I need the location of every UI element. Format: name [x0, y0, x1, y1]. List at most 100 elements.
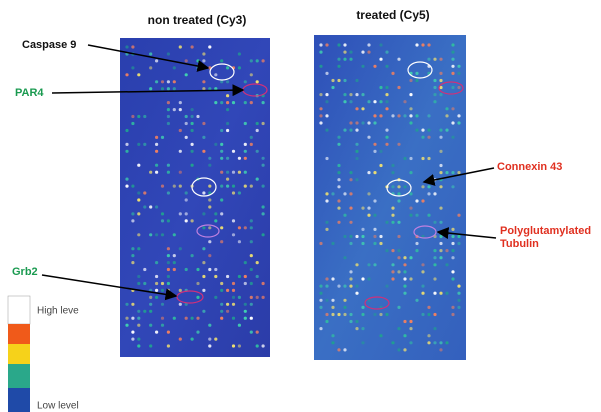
spot — [349, 178, 352, 181]
spot — [202, 226, 205, 229]
spot — [361, 277, 364, 280]
spot — [137, 198, 140, 201]
spot — [445, 114, 448, 117]
spot — [250, 226, 253, 229]
spot — [244, 282, 247, 285]
spot — [451, 256, 454, 259]
spot — [451, 228, 454, 231]
spot — [202, 212, 205, 215]
spot — [355, 285, 358, 288]
spot — [385, 107, 388, 110]
spot — [319, 93, 322, 96]
spot — [427, 58, 430, 61]
spot — [262, 59, 265, 62]
spot — [149, 66, 152, 69]
spot — [238, 157, 241, 160]
spot — [319, 299, 322, 302]
spot — [226, 310, 229, 313]
spot — [415, 242, 418, 245]
spot — [403, 348, 406, 351]
spot — [427, 334, 430, 337]
spot — [439, 72, 442, 75]
spot — [220, 185, 223, 188]
spot — [220, 226, 223, 229]
spot — [226, 178, 229, 181]
spot — [214, 219, 217, 222]
spot — [191, 115, 194, 118]
spot — [131, 122, 134, 125]
spot — [373, 65, 376, 68]
spot — [439, 249, 442, 252]
spot — [343, 214, 346, 217]
spot — [415, 299, 418, 302]
spot — [403, 292, 406, 295]
spot — [385, 93, 388, 96]
spot — [191, 338, 194, 341]
spot — [325, 228, 328, 231]
spot — [244, 157, 247, 160]
spot — [167, 164, 170, 167]
spot — [415, 43, 418, 46]
spot — [250, 296, 253, 299]
spot — [161, 317, 164, 320]
spot — [214, 268, 217, 271]
legend-label: Low level — [37, 401, 79, 412]
spot — [343, 348, 346, 351]
spot — [355, 327, 358, 330]
spot — [379, 58, 382, 61]
label: Connexin 43 — [497, 161, 562, 173]
spot — [319, 65, 322, 68]
spot — [373, 228, 376, 231]
spot — [397, 192, 400, 195]
spot — [457, 285, 460, 288]
spot — [397, 199, 400, 202]
spot — [445, 171, 448, 174]
spot — [367, 214, 370, 217]
spot — [343, 299, 346, 302]
spot — [409, 171, 412, 174]
spot — [185, 198, 188, 201]
spot — [262, 157, 265, 160]
spot — [457, 235, 460, 238]
spot — [361, 107, 364, 110]
spot — [451, 313, 454, 316]
spot — [385, 100, 388, 103]
spot — [185, 59, 188, 62]
spot — [421, 43, 424, 46]
spot — [349, 58, 352, 61]
spot — [202, 136, 205, 139]
spot — [244, 261, 247, 264]
spot — [232, 344, 235, 347]
label: Tubulin — [500, 238, 539, 250]
spot — [232, 191, 235, 194]
spot — [403, 285, 406, 288]
spot — [262, 185, 265, 188]
spot — [155, 261, 158, 264]
spot — [439, 256, 442, 259]
spot — [427, 136, 430, 139]
spot — [238, 324, 241, 327]
spot — [451, 277, 454, 280]
spot — [379, 150, 382, 153]
spot — [367, 136, 370, 139]
spot — [167, 275, 170, 278]
spot — [167, 122, 170, 125]
spot — [349, 207, 352, 210]
spot — [325, 43, 328, 46]
spot — [451, 306, 454, 309]
spot — [256, 344, 259, 347]
spot — [179, 185, 182, 188]
spot — [337, 185, 340, 188]
spot — [238, 240, 241, 243]
spot — [220, 282, 223, 285]
spot — [379, 43, 382, 46]
spot — [391, 270, 394, 273]
spot — [208, 157, 211, 160]
spot — [161, 185, 164, 188]
spot — [325, 299, 328, 302]
spot — [397, 256, 400, 259]
spot — [262, 205, 265, 208]
spot — [331, 313, 334, 316]
spot — [433, 100, 436, 103]
spot — [319, 285, 322, 288]
